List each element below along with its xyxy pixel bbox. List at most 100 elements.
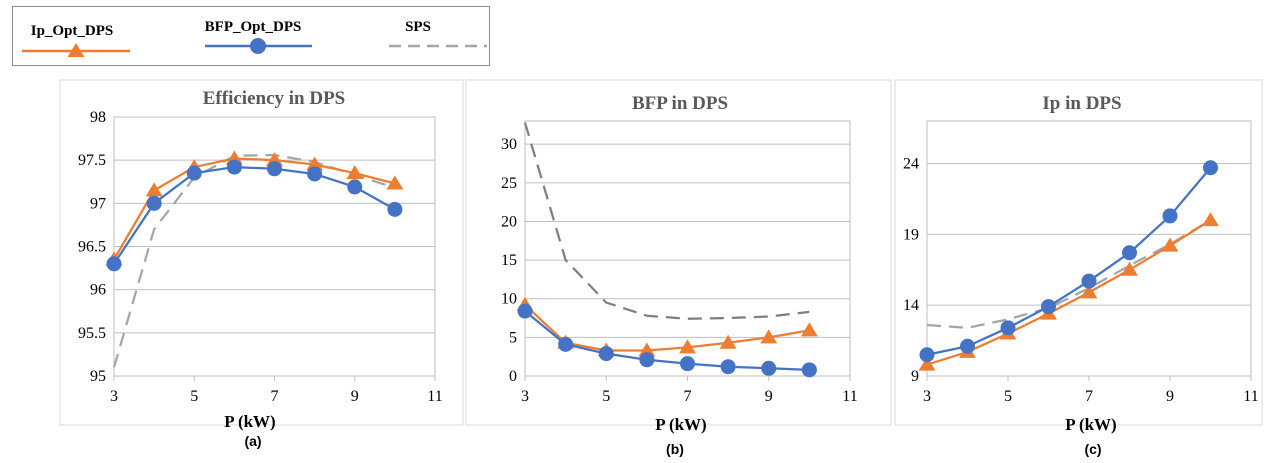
data-point-circle [106,256,122,272]
y-tick-label: 0 [509,368,517,385]
legend-label: SPS [405,19,431,35]
legend-item-ip-opt-dps: Ip_Opt_DPS [22,23,130,57]
y-tick-label: 19 [903,226,919,243]
data-point-circle [1162,208,1178,224]
series-sps [926,219,1212,329]
data-point-circle [639,352,655,368]
x-tick-label: 9 [351,388,359,405]
data-point-circle [267,161,282,177]
x-tick-label: 7 [271,388,279,405]
data-point-circle [919,347,935,363]
legend-label: Ip_Opt_DPS [31,23,114,39]
chart-c: 9 14 19 24 3 5 7 9 11 Ip in DPS P (kW) (c) [894,79,1263,457]
data-point-circle [680,356,695,372]
y-tick-label: 5 [509,329,517,346]
data-point-circle [720,359,736,375]
chart-frame [59,79,464,426]
data-point-circle [307,166,323,182]
x-tick-label: 9 [765,388,773,405]
series-bfp [517,303,817,378]
x-tick-label: 3 [923,388,931,405]
x-axis-label: P (kW) [1065,415,1116,434]
x-tick-label: 11 [842,388,857,405]
legend-label: BFP_Opt_DPS [205,19,302,35]
data-point-triangle [800,322,818,337]
x-axis-label: P (kW) [655,415,706,434]
y-tick-label: 96.5 [78,239,106,256]
data-point-circle [1203,160,1218,176]
x-tick-label: 7 [1085,388,1093,405]
y-tick-label: 25 [501,175,517,192]
series-sps [112,153,396,368]
plot-area [926,120,1252,377]
x-tick-label: 5 [602,388,610,405]
chart-title: Efficiency in DPS [203,88,346,109]
chart-frame [894,79,1263,426]
y-tick-label: 98 [90,109,106,126]
x-tick-label: 7 [684,388,692,405]
y-tick-label: 30 [501,136,517,153]
y-tick-label: 24 [903,156,919,173]
data-point-circle [387,201,403,217]
data-point-triangle [145,182,163,197]
x-tick-label: 3 [521,388,529,405]
chart-title: Ip in DPS [1042,93,1121,114]
y-tick-label: 10 [501,291,517,308]
y-tick-label: 20 [501,213,517,230]
series-bfp [106,159,403,272]
chart-caption: (b) [666,441,684,457]
y-tick-label: 14 [903,297,919,314]
chart-caption: (a) [244,433,261,449]
data-point-circle [146,195,162,211]
data-point-circle [598,346,614,362]
data-point-circle [347,179,363,195]
x-tick-label: 3 [110,388,118,405]
series-bfp [919,160,1218,363]
x-axis-label: P (kW) [224,412,275,431]
legend-item-sps: SPS [389,19,487,48]
y-tick-label: 97.5 [78,152,106,169]
data-point-triangle [386,175,404,190]
data-point-triangle [760,329,778,344]
data-point-triangle [1202,212,1219,227]
y-tick-label: 97 [90,195,106,212]
data-point-circle [1081,273,1097,289]
data-point-triangle [638,342,656,357]
series-line [523,122,810,320]
chart-caption: (c) [1084,441,1101,457]
x-tick-label: 11 [427,388,442,405]
data-point-triangle [346,165,364,180]
data-point-triangle [1121,261,1138,276]
data-point-circle [558,336,574,352]
legend-items: Ip_Opt_DPS BFP_Opt_DPS SPS [22,19,487,57]
x-tick-label: 5 [190,388,198,405]
chart-title: BFP in DPS [632,93,728,114]
y-tick-label: 95.5 [78,325,106,342]
series-line [113,157,396,261]
data-point-triangle [306,156,324,171]
data-point-circle [1122,245,1137,261]
series-line [926,219,1212,329]
y-tick-label: 15 [501,252,517,269]
data-point-circle [186,165,202,181]
data-point-circle [226,159,242,175]
y-tick-label: 9 [911,368,919,385]
x-tick-label: 5 [1004,388,1012,405]
x-tick-label: 9 [1166,388,1174,405]
legend [12,6,490,66]
series-line [926,167,1212,356]
data-point-circle [761,360,777,376]
series-line [112,153,396,368]
series-sps [523,122,810,320]
data-point-circle [801,362,817,378]
data-point-triangle [1080,284,1098,299]
legend-item-bfp-opt-dps: BFP_Opt_DPS [205,19,312,54]
data-point-circle [960,338,975,354]
data-point-triangle [1161,237,1179,252]
data-point-triangle [679,339,696,354]
chart-frame [465,79,892,426]
data-point-triangle [918,356,936,371]
